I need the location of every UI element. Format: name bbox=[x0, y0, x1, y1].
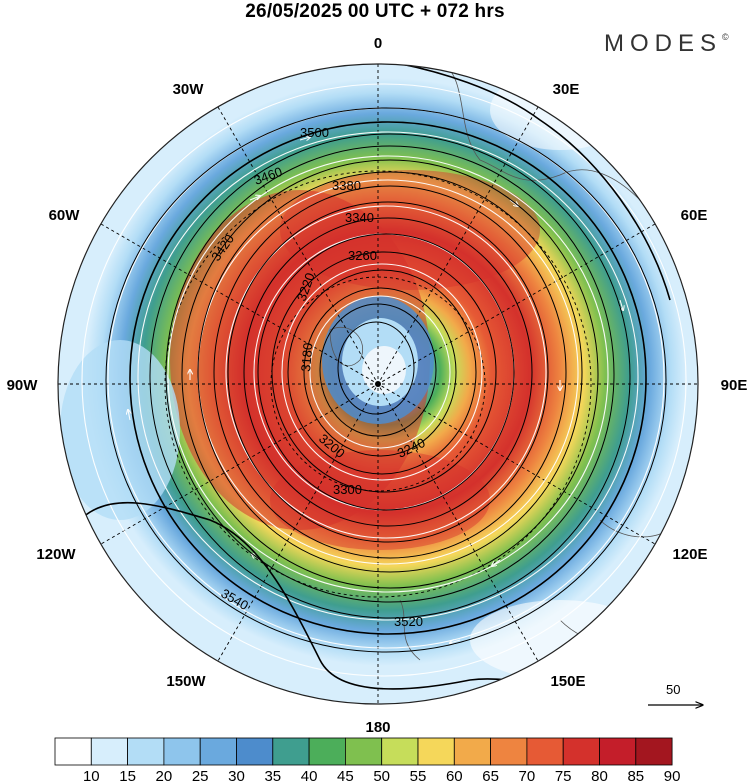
lon-label-180: 180 bbox=[365, 719, 390, 736]
wind-streamlines bbox=[81, 83, 687, 677]
contour-label: 3180 bbox=[298, 342, 315, 372]
lon-label-120e: 120E bbox=[672, 546, 707, 563]
colorbar-swatch bbox=[163, 737, 201, 766]
colorbar-tick-label: 15 bbox=[119, 768, 136, 782]
colorbar-tick-label: 35 bbox=[264, 768, 281, 782]
colorbar-tick-label: 45 bbox=[337, 768, 354, 782]
colorbar-swatch bbox=[236, 737, 274, 766]
brand-mark: © bbox=[722, 32, 729, 42]
colorbar-tick-label: 70 bbox=[519, 768, 536, 782]
lon-label-90e: 90E bbox=[721, 377, 748, 394]
contour-label: 3340 bbox=[345, 210, 374, 225]
colorbar-swatch bbox=[599, 737, 637, 766]
colorbar-swatch bbox=[127, 737, 165, 766]
map-boundary bbox=[57, 63, 699, 705]
reference-vector-label: 50 bbox=[666, 682, 681, 697]
longitude-labels: 0 30E 60E 90E 120E 150E 180 150W 120W 90… bbox=[7, 35, 748, 736]
colorbar-swatch bbox=[199, 737, 237, 766]
lon-label-0: 0 bbox=[374, 35, 382, 52]
colorbar-tick-label: 10 bbox=[83, 768, 100, 782]
colorbar-swatch bbox=[308, 737, 346, 766]
height-contours bbox=[79, 64, 671, 690]
brand-text: MODES bbox=[604, 30, 723, 57]
colorbar-tick-label: 60 bbox=[446, 768, 463, 782]
colorbar-tick-label: 90 bbox=[664, 768, 681, 782]
lon-label-120w: 120W bbox=[36, 546, 76, 563]
lon-label-60w: 60W bbox=[49, 207, 81, 224]
colorbar-tick-label: 80 bbox=[591, 768, 608, 782]
colorbar-tick-label: 40 bbox=[301, 768, 318, 782]
map-title: 26/05/2025 00 UTC + 072 hrs bbox=[245, 1, 505, 22]
colorbar-swatch bbox=[417, 737, 455, 766]
colorbar-tick-label: 20 bbox=[156, 768, 173, 782]
colorbar-tick-label: 65 bbox=[482, 768, 499, 782]
contour-label: 3520 bbox=[394, 614, 423, 629]
colorbar-swatch bbox=[562, 737, 600, 766]
contour-label: 3380 bbox=[332, 178, 361, 193]
pole-marker bbox=[375, 381, 381, 387]
lon-label-60e: 60E bbox=[681, 207, 708, 224]
lon-label-30e: 30E bbox=[553, 81, 580, 98]
colorbar-tick-label: 25 bbox=[192, 768, 209, 782]
colorbar-tick-label: 55 bbox=[410, 768, 427, 782]
colorbar-swatch bbox=[635, 737, 673, 766]
contour-label: 3500 bbox=[300, 125, 329, 140]
contour-label: 3300 bbox=[333, 482, 362, 497]
colorbar-swatch bbox=[344, 737, 383, 766]
colorbar-swatch bbox=[490, 737, 528, 766]
colorbar-tick-label: 50 bbox=[373, 768, 390, 782]
lon-label-150e: 150E bbox=[550, 673, 585, 690]
colorbar-tick-label: 30 bbox=[228, 768, 245, 782]
colorbar: 10 15 20 25 30 35 40 45 50 55 60 65 70 75 80 85 90 bbox=[54, 737, 681, 782]
brand-logo: MODES© bbox=[604, 30, 729, 58]
lon-label-30w: 30W bbox=[173, 81, 205, 98]
contour-label: 3260 bbox=[348, 248, 377, 263]
lon-label-90w: 90W bbox=[7, 377, 39, 394]
colorbar-tick-label: 75 bbox=[555, 768, 572, 782]
colorbar-swatch bbox=[453, 737, 491, 766]
lon-label-150w: 150W bbox=[166, 673, 206, 690]
colorbar-tick-label: 85 bbox=[627, 768, 644, 782]
colorbar-swatch bbox=[54, 737, 92, 766]
colorbar-swatch bbox=[90, 737, 129, 766]
colorbar-swatch bbox=[272, 737, 310, 766]
colorbar-swatch bbox=[381, 737, 419, 766]
colorbar-swatch bbox=[526, 737, 564, 766]
